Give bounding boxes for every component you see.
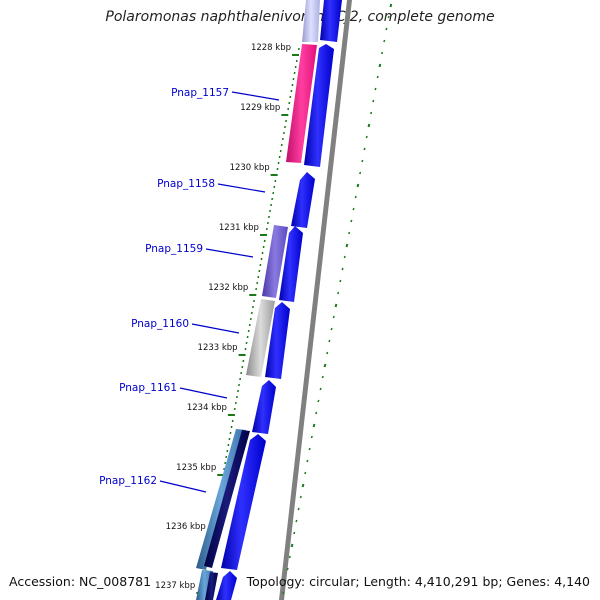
gene-labels: Pnap_1157 Pnap_1158 Pnap_1159 Pnap_1160 Pnap… [99, 87, 280, 493]
genome-backbone [279, 0, 352, 600]
gene-label-pnap-1160[interactable]: Pnap_1160 [131, 318, 189, 330]
ring-dot [383, 39, 386, 43]
ring-dot [301, 483, 305, 488]
ring-dot [332, 315, 335, 319]
cds-steel-lower-feature[interactable] [196, 570, 213, 600]
gene-label-pnap-1159[interactable]: Pnap_1159 [145, 243, 203, 255]
cds-arrow[interactable] [221, 434, 266, 570]
kbp-tick-label: 1228 kbp [251, 43, 291, 53]
cds-arrow[interactable] [291, 172, 315, 228]
gene-leader-line [159, 480, 207, 493]
ring-dot [361, 159, 364, 163]
ring-dot [387, 15, 390, 19]
ring-dot [282, 591, 285, 595]
ring-dot [352, 207, 355, 211]
gene-pnap-1160-bar[interactable] [246, 299, 275, 377]
ring-dot [317, 399, 320, 403]
ring-dot [315, 411, 318, 415]
ring-dot [374, 87, 377, 91]
ring-dot [350, 219, 353, 223]
ring-dot [310, 435, 313, 439]
kbp-tick-label: 1236 kbp [166, 522, 206, 532]
gene-pnap-1157-bar[interactable] [286, 44, 317, 163]
kbp-tick-label: 1229 kbp [240, 103, 280, 113]
cds-arrow[interactable] [320, 0, 342, 42]
topology-label: Topology: circular; Length: 4,410,291 bp… [246, 574, 590, 589]
ring-dot [354, 195, 357, 199]
gene-leader-line [217, 183, 266, 193]
forward-strand-cds [216, 0, 342, 600]
kbp-tick-label: 1237 kbp [155, 581, 195, 591]
ring-dot [378, 63, 382, 68]
ring-dot [363, 147, 366, 151]
gene-leader-line [191, 323, 240, 334]
ring-dot [359, 171, 362, 175]
ring-dot [319, 387, 322, 391]
ring-dot [370, 111, 373, 115]
cds-pale-feature [302, 0, 320, 42]
ring-dot [334, 303, 338, 308]
ring-dot [365, 135, 368, 139]
ring-dot [380, 51, 384, 55]
kbp-tick-label: 1233 kbp [198, 343, 238, 353]
ring-dot [297, 507, 300, 511]
kbp-tick-label: 1232 kbp [208, 283, 248, 293]
reverse-strand-features [196, 0, 320, 600]
kbp-tick-label: 1235 kbp [176, 463, 216, 473]
gene-leader-line [179, 387, 228, 399]
gene-pnap-1159-bar[interactable] [262, 225, 288, 298]
ring-dot [376, 75, 379, 79]
ring-dot [367, 123, 371, 128]
ring-dot [348, 231, 351, 235]
ring-dot [288, 555, 291, 559]
gene-label-pnap-1161[interactable]: Pnap_1161 [119, 382, 177, 394]
cds-navy-feature[interactable] [204, 430, 250, 568]
ring-dot [293, 531, 296, 535]
kbp-tick-label: 1231 kbp [219, 223, 259, 233]
cds-arrow[interactable] [252, 380, 276, 434]
ring-dot [299, 495, 302, 499]
gene-label-pnap-1157[interactable]: Pnap_1157 [171, 87, 229, 99]
ring-dot [339, 279, 342, 283]
ring-dot [284, 579, 287, 583]
cds-arrow[interactable] [216, 571, 237, 600]
ring-dot [343, 255, 346, 259]
kbp-tick-label: 1230 kbp [230, 163, 270, 173]
gene-leader-line [205, 248, 254, 258]
accession-label: Accession: NC_008781 [9, 574, 152, 589]
ring-dot [323, 363, 327, 368]
ring-dot [330, 327, 333, 331]
gene-leader-line [231, 91, 280, 101]
ring-dot [312, 423, 316, 428]
ring-dot [304, 471, 307, 475]
ring-dot [306, 459, 309, 463]
outer-tick-ring [282, 3, 393, 595]
ring-dot [286, 567, 289, 571]
kbp-tick-label: 1234 kbp [187, 403, 227, 413]
ring-dot [326, 351, 329, 355]
ring-dot [341, 267, 344, 271]
ring-dot [356, 183, 360, 188]
cds-navy-lower-feature[interactable] [205, 572, 218, 600]
ring-dot [295, 519, 298, 523]
ring-dot [385, 27, 388, 31]
ring-dot [345, 243, 349, 248]
cds-arrow[interactable] [279, 226, 303, 302]
cds-arrow[interactable] [265, 302, 290, 379]
ring-dot [290, 543, 294, 548]
gene-label-pnap-1158[interactable]: Pnap_1158 [157, 178, 215, 190]
gene-label-pnap-1162[interactable]: Pnap_1162 [99, 475, 157, 487]
ring-dot [372, 99, 375, 103]
ring-dot [337, 291, 340, 295]
ring-dot [321, 375, 324, 379]
page-title: Polaromonas naphthalenivorans CJ2, compl… [105, 9, 495, 25]
cds-arrow[interactable] [304, 44, 334, 167]
ring-dot [308, 447, 311, 451]
ring-dot [389, 3, 393, 8]
ring-dot [328, 339, 331, 343]
